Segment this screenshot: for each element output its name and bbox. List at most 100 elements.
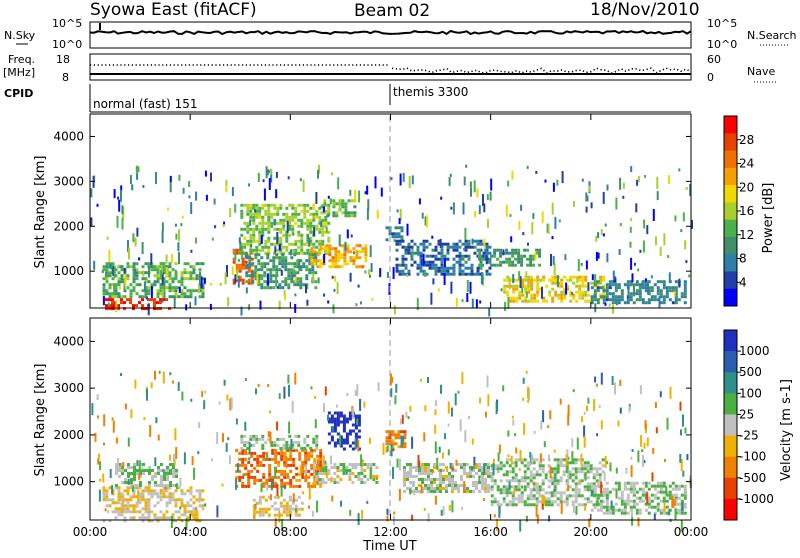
power-cell: [358, 265, 362, 269]
power-cell: [327, 203, 331, 207]
velocity-cell: [339, 463, 343, 466]
velocity-scatter-cell: [680, 459, 683, 472]
power-scatter-cell: [239, 240, 242, 250]
power-cell: [511, 254, 515, 258]
velocity-scatter-cell: [461, 506, 463, 510]
power-cell: [410, 257, 414, 261]
velocity-cell: [433, 463, 436, 466]
power-cell: [183, 295, 187, 299]
velocity-cell: [505, 488, 509, 492]
power-cell: [105, 268, 109, 272]
velocity-cell: [129, 498, 133, 502]
velocity-cell: [505, 470, 509, 474]
power-cell: [282, 221, 286, 225]
velocity-cell: [568, 485, 572, 489]
velocity-cell: [297, 495, 301, 499]
velocity-cell: [553, 476, 557, 480]
velocity-cell: [166, 478, 169, 481]
power-scatter-cell: [364, 191, 367, 195]
power-cell: [505, 251, 509, 255]
power-cell: [662, 286, 666, 290]
velocity-cell: [348, 429, 352, 433]
noise-right-label: N.Search: [747, 29, 797, 42]
velocity-scatter-cell: [330, 455, 332, 465]
velocity-scatter-cell: [109, 469, 112, 478]
power-cell: [517, 251, 521, 255]
velocity-cell: [172, 484, 175, 487]
velocity-cell: [571, 473, 575, 477]
velocity-cell: [683, 511, 687, 515]
power-ytick-label: 3000: [53, 174, 84, 188]
velocity-colorbar-tick-label: -1000: [739, 492, 774, 506]
power-scatter-cell: [602, 286, 605, 289]
velocity-scatter-cell: [583, 435, 586, 448]
power-cell: [291, 218, 295, 222]
velocity-cell: [668, 484, 672, 488]
power-cell: [551, 296, 555, 300]
velocity-cell: [650, 493, 654, 497]
power-scatter-cell: [565, 282, 568, 295]
velocity-cell: [517, 458, 521, 462]
power-scatter-cell: [117, 264, 120, 268]
velocity-cell: [165, 486, 169, 490]
velocity-scatter-cell: [389, 373, 392, 386]
power-cell: [147, 286, 151, 290]
velocity-cell: [547, 470, 551, 474]
power-cell: [159, 283, 163, 287]
velocity-cell: [478, 466, 481, 469]
power-cell: [334, 265, 338, 269]
power-cell: [545, 299, 549, 303]
velocity-cell: [172, 472, 175, 475]
power-cell: [246, 239, 250, 243]
velocity-cell: [372, 463, 376, 466]
power-cell: [536, 281, 540, 285]
velocity-scatter-cell: [532, 481, 535, 485]
power-cell: [524, 299, 528, 303]
velocity-cell: [412, 481, 415, 484]
power-cell: [536, 287, 540, 291]
velocity-cell: [288, 495, 292, 499]
power-cell: [285, 215, 289, 219]
power-cell: [410, 263, 414, 267]
velocity-cell: [102, 495, 106, 499]
velocity-cell: [514, 485, 518, 489]
velocity-cell: [653, 487, 657, 491]
velocity-cell: [313, 481, 317, 485]
velocity-cell: [442, 463, 445, 466]
velocity-cell: [562, 500, 566, 504]
velocity-cell: [144, 516, 148, 520]
velocity-cell: [285, 443, 289, 447]
power-cell: [168, 295, 172, 299]
velocity-scatter-cell: [432, 469, 435, 473]
power-scatter-cell: [165, 254, 168, 264]
velocity-cell: [183, 510, 187, 514]
velocity-cell: [683, 496, 687, 500]
power-cell: [168, 283, 172, 287]
power-cell: [241, 263, 245, 267]
power-cell: [198, 268, 202, 272]
velocity-cell: [439, 487, 442, 490]
velocity-cell: [258, 507, 262, 511]
velocity-scatter-cell: [409, 405, 412, 412]
velocity-scatter-cell: [183, 452, 186, 465]
velocity-scatter-cell: [339, 434, 342, 447]
velocity-cell: [418, 472, 421, 475]
power-scatter-cell: [90, 188, 93, 198]
velocity-cell: [319, 451, 323, 455]
power-cell: [524, 278, 528, 282]
power-cell: [602, 278, 606, 282]
velocity-scatter-cell: [130, 409, 133, 419]
power-cell: [150, 265, 154, 269]
power-cell: [255, 239, 259, 243]
velocity-cell: [650, 505, 654, 509]
power-cell: [605, 283, 609, 287]
velocity-cell: [306, 443, 310, 447]
velocity-cell: [593, 490, 597, 494]
velocity-cell: [490, 503, 494, 507]
velocity-cell: [333, 429, 337, 433]
velocity-cell: [448, 481, 451, 484]
velocity-scatter-cell: [580, 453, 583, 466]
power-cell: [302, 283, 306, 287]
power-cell: [108, 274, 112, 278]
velocity-cell: [304, 454, 308, 458]
